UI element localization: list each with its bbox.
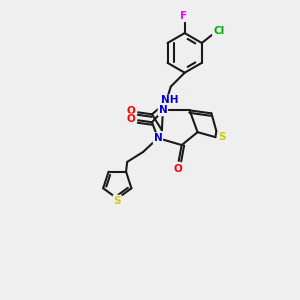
Text: F: F — [180, 11, 187, 21]
Text: O: O — [127, 106, 136, 116]
Text: O: O — [127, 114, 136, 124]
Text: O: O — [173, 164, 182, 174]
Text: S: S — [114, 196, 121, 206]
Text: S: S — [219, 132, 226, 142]
Text: N: N — [158, 105, 167, 116]
Text: N: N — [154, 133, 162, 143]
Text: Cl: Cl — [213, 26, 224, 36]
Text: NH: NH — [161, 95, 178, 106]
